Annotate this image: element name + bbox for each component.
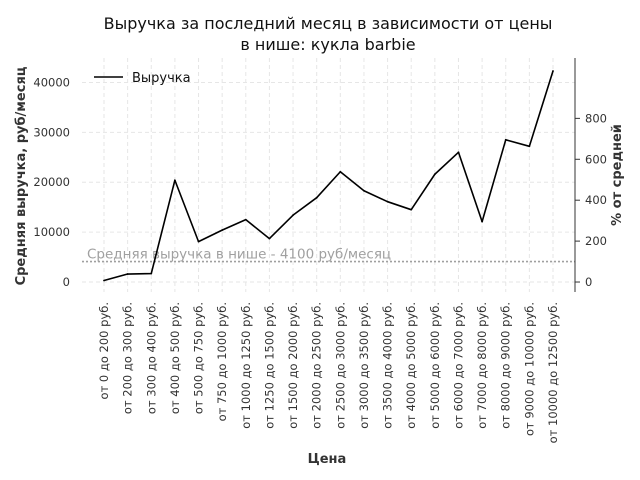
x-tick-label: от 7000 до 8000 руб. (475, 302, 489, 429)
data-point (410, 208, 413, 211)
legend: Выручка (94, 71, 191, 86)
y-tick-label: 10000 (33, 225, 70, 239)
x-tick-label: от 750 до 1000 руб. (215, 302, 229, 421)
x-tick-label: от 300 до 400 руб. (144, 302, 158, 414)
series-line-revenue (103, 70, 554, 282)
grid (82, 58, 575, 292)
data-point (552, 70, 554, 72)
x-tick-label: от 3000 до 3500 руб. (357, 302, 371, 429)
data-point (481, 220, 484, 223)
data-point (457, 151, 460, 154)
x-tick-label: от 1000 до 1250 руб. (239, 302, 253, 429)
data-point (244, 218, 247, 221)
data-point (173, 179, 176, 182)
x-tick-label: от 6000 до 7000 руб. (451, 302, 465, 429)
data-point (315, 196, 318, 199)
average-line-label: Средняя выручка в нише - 4100 руб/месяц (87, 247, 391, 263)
chart-title: Выручка за последний месяц в зависимости… (104, 14, 553, 54)
data-point (528, 145, 531, 148)
data-point (268, 237, 271, 240)
y-tick-label: 30000 (33, 125, 70, 139)
x-axis-title: Цена (308, 452, 347, 467)
data-point (221, 229, 224, 232)
data-point (126, 273, 129, 275)
x-tick-label: от 2500 до 3000 руб. (333, 302, 347, 429)
data-point (386, 200, 389, 203)
series-group (103, 70, 554, 282)
chart-title-line: в нише: кукла barbie (240, 35, 415, 54)
data-point (363, 189, 365, 192)
y-tick-label: 0 (63, 275, 70, 289)
data-point (292, 214, 294, 217)
data-point (197, 240, 200, 243)
x-tick-label: от 2000 до 2500 руб. (310, 302, 324, 429)
chart-title-line: Выручка за последний месяц в зависимости… (104, 14, 553, 33)
y-right-tick-label: 400 (585, 193, 607, 207)
legend-label: Выручка (132, 71, 191, 86)
x-tick-label: от 8000 до 9000 руб. (499, 302, 513, 429)
data-point (150, 272, 153, 275)
data-point (339, 170, 342, 173)
y-right-tick-label: 0 (585, 275, 592, 289)
x-tick-label: от 400 до 500 руб. (168, 302, 182, 414)
x-tick-label: от 0 до 200 руб. (97, 302, 111, 399)
x-tick-label: от 200 до 300 руб. (121, 302, 135, 414)
x-tick-label: от 1250 до 1500 руб. (262, 302, 276, 429)
y-tick-label: 20000 (33, 175, 70, 189)
y-axis-title: Средняя выручка, руб/месяц (14, 66, 29, 285)
y-right-tick-label: 600 (585, 152, 607, 166)
y-tick-label: 40000 (33, 75, 70, 89)
data-point (433, 173, 436, 176)
x-tick-label: от 3500 до 4000 руб. (381, 302, 395, 429)
x-tick-label: от 500 до 750 руб. (192, 302, 206, 414)
y-right-axis-title: % от средней (610, 124, 625, 226)
x-tick-label: от 1500 до 2000 руб. (286, 302, 300, 429)
average-line-group: Средняя выручка в нише - 4100 руб/месяц (82, 247, 575, 263)
x-tick-label: от 10000 до 12500 руб. (546, 302, 560, 443)
axes: 0 10000 20000 30000 40000 0 200 400 600 800 от 0 д… (14, 58, 625, 467)
y-right-tick-label: 800 (585, 111, 607, 125)
data-point (103, 279, 105, 282)
y-right-tick-label: 200 (585, 234, 607, 248)
x-tick-label: от 5000 до 6000 руб. (428, 302, 442, 429)
x-tick-label: от 9000 до 10000 руб. (522, 302, 536, 436)
data-point (504, 138, 507, 141)
x-tick-label: от 4000 до 5000 руб. (404, 302, 418, 429)
